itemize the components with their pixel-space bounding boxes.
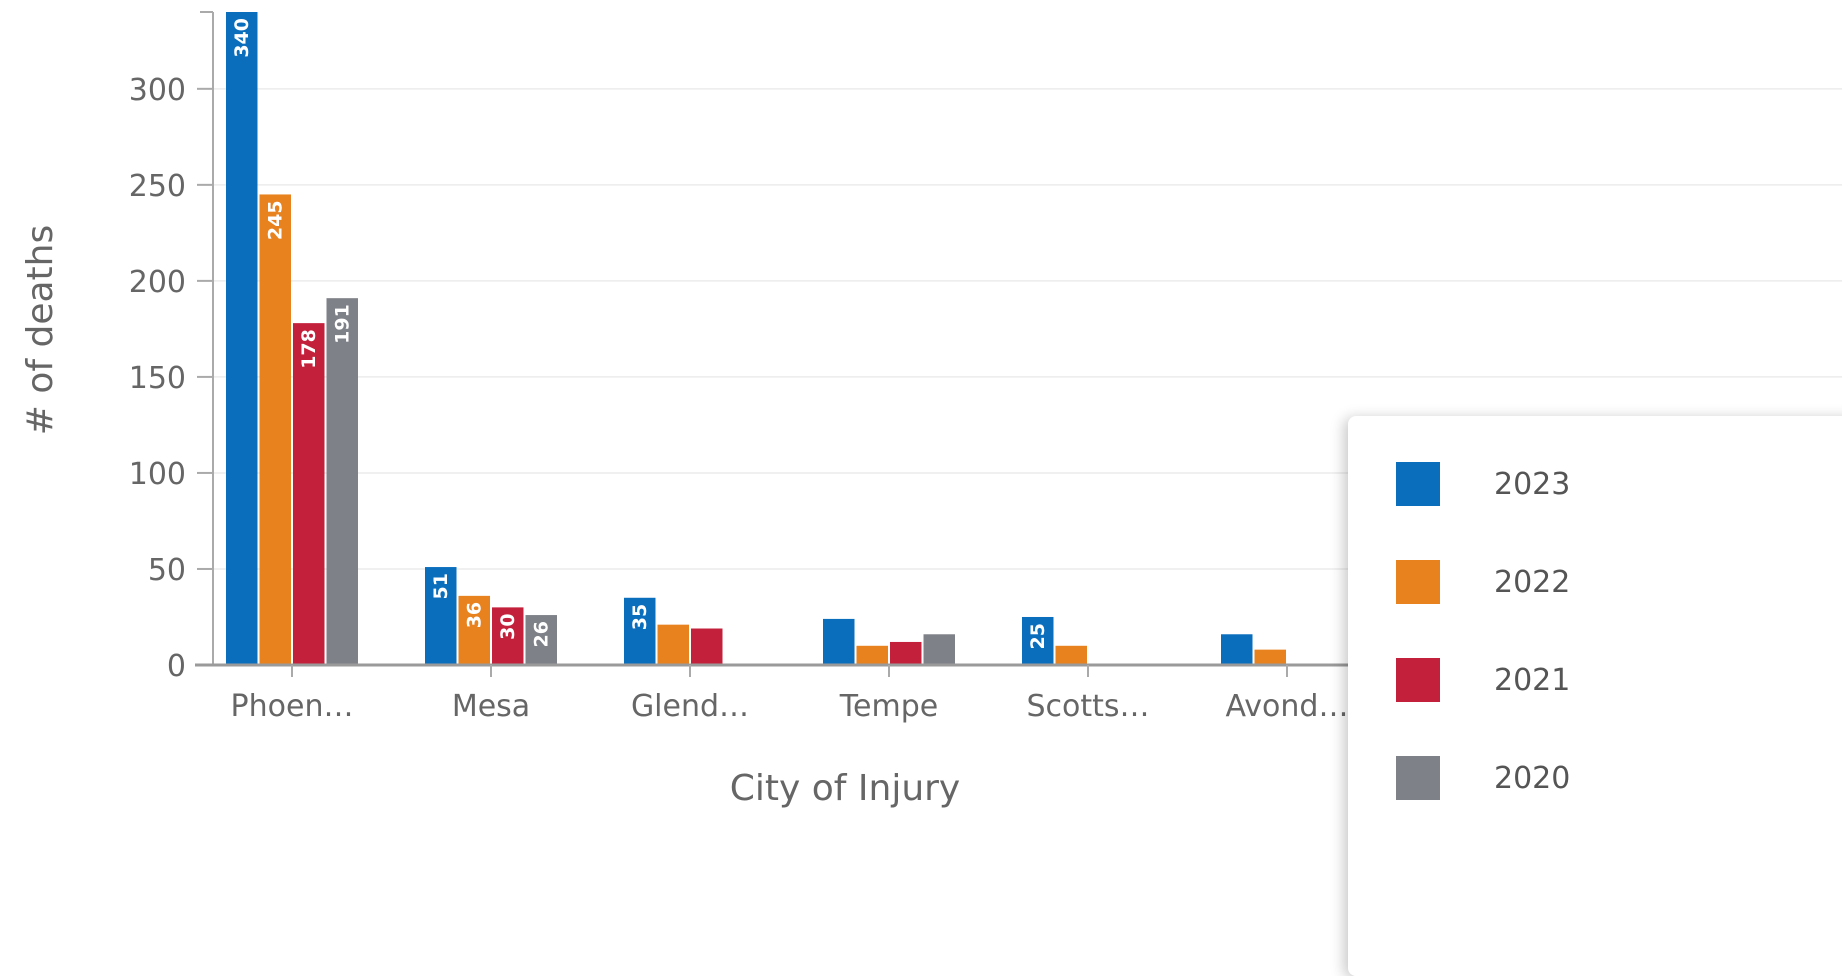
- bar: [1022, 616, 1054, 665]
- bar: [691, 628, 723, 665]
- legend-label: 2023: [1494, 466, 1571, 502]
- bar: [856, 645, 888, 665]
- data-labels: 340 245 178 191 51 36 30 26 35 25: [231, 18, 1049, 649]
- bar: [293, 323, 325, 665]
- legend-swatch: [1396, 462, 1440, 506]
- y-tick-label: 250: [129, 169, 186, 204]
- bar-data-label: 178: [298, 329, 320, 369]
- bar: [326, 298, 358, 665]
- legend: 2023 2022 2021 2020: [1348, 416, 1842, 976]
- legend-label: 2022: [1494, 564, 1571, 600]
- bar: [624, 597, 656, 665]
- x-tick-label: Glend…: [631, 689, 749, 724]
- legend-item[interactable]: 2022: [1396, 560, 1570, 604]
- legend-swatch: [1396, 756, 1440, 800]
- bar-data-label: 35: [629, 604, 651, 630]
- legend-item[interactable]: 2020: [1396, 756, 1570, 800]
- legend-swatch: [1396, 560, 1440, 604]
- bar-chart: 340 245 178 191 51 36 30 26 35 25 0 50 100 150 200 250…: [20, 11, 1842, 809]
- y-tick-label: 150: [129, 361, 186, 396]
- bar: [823, 618, 855, 665]
- bar: [1254, 649, 1286, 665]
- y-tick-label: 300: [129, 73, 186, 108]
- bar: [923, 634, 955, 665]
- bar-data-label: 245: [264, 200, 286, 240]
- y-tick-label: 0: [167, 649, 186, 684]
- legend-label: 2020: [1494, 760, 1571, 796]
- legend-label: 2021: [1494, 662, 1571, 698]
- x-tick-label: Scotts…: [1026, 689, 1149, 724]
- legend-item[interactable]: 2021: [1396, 658, 1570, 702]
- bar: [657, 624, 689, 665]
- bar: [1221, 634, 1253, 665]
- bar-data-label: 340: [231, 18, 253, 58]
- y-axis-title: # of deaths: [20, 225, 61, 436]
- bar: [525, 615, 557, 665]
- bar-data-label: 51: [430, 573, 452, 599]
- bar: [492, 607, 524, 665]
- bars: [226, 12, 1286, 666]
- bar: [226, 12, 258, 665]
- legend-item[interactable]: 2023: [1396, 462, 1570, 506]
- bar-data-label: 30: [497, 613, 519, 639]
- legend-swatch: [1396, 658, 1440, 702]
- bar-data-label: 26: [530, 621, 552, 647]
- x-tick-label: Phoen…: [231, 689, 354, 724]
- y-tick-label: 50: [148, 553, 186, 588]
- x-tick-label: Mesa: [452, 689, 530, 724]
- x-axis-title: City of Injury: [730, 768, 961, 809]
- bar: [1055, 645, 1087, 665]
- y-tick-label: 100: [129, 457, 186, 492]
- x-axis: Phoen… Mesa Glend… Tempe Scotts… Avond…: [195, 663, 1350, 724]
- bar-data-label: 191: [331, 304, 353, 344]
- bar-data-label: 36: [463, 602, 485, 628]
- x-tick-label: Avond…: [1226, 689, 1349, 724]
- y-tick-label: 200: [129, 265, 186, 300]
- x-tick-label: Tempe: [839, 689, 938, 724]
- y-axis: 0 50 100 150 200 250 300: [129, 11, 214, 684]
- bar: [458, 595, 490, 665]
- bar: [425, 567, 457, 665]
- bar: [890, 641, 922, 665]
- bar-data-label: 25: [1027, 623, 1049, 649]
- bar: [259, 194, 291, 666]
